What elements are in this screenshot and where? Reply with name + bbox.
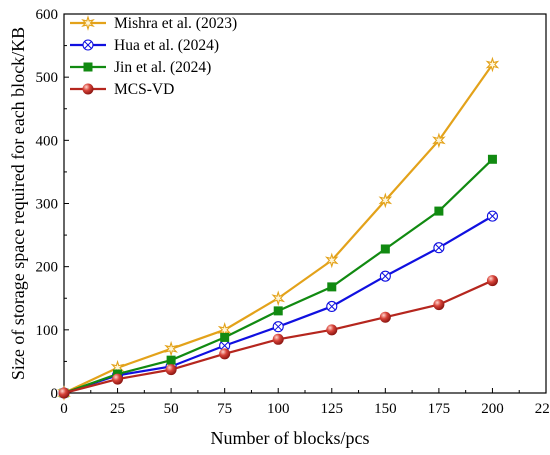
marker-cross — [220, 341, 229, 350]
marker-cross — [381, 272, 390, 280]
y-tick-label: 300 — [36, 197, 59, 213]
data-point — [164, 340, 178, 357]
y-tick-label: 500 — [36, 70, 59, 86]
data-point — [379, 311, 391, 323]
x-tick-label: 225 — [535, 401, 550, 417]
x-tick-label: 125 — [321, 401, 344, 417]
data-point — [112, 373, 124, 385]
x-tick-label: 175 — [428, 401, 451, 417]
legend-item: Jin et al. (2024) — [70, 59, 211, 76]
data-point — [272, 321, 284, 333]
data-point — [379, 270, 391, 282]
legend-marker — [81, 15, 95, 31]
data-point — [433, 299, 445, 311]
y-tick-label: 400 — [36, 133, 59, 149]
marker-cross — [327, 302, 336, 311]
x-axis-title: Number of blocks/pcs — [211, 428, 370, 448]
data-point — [378, 192, 393, 209]
data-point — [273, 306, 283, 316]
data-point — [324, 252, 339, 269]
legend-marker — [83, 62, 93, 72]
legend-marker — [82, 83, 94, 95]
data-point — [432, 132, 446, 149]
x-tick-label: 150 — [374, 401, 397, 417]
legend-label: Jin et al. (2024) — [114, 59, 211, 76]
data-point — [486, 275, 498, 287]
series-line — [63, 158, 494, 395]
x-tick-label: 75 — [217, 401, 232, 417]
series-mcs-vd — [58, 275, 498, 399]
data-point — [485, 56, 500, 73]
data-point — [380, 244, 390, 254]
marker-cross — [274, 322, 283, 331]
data-point — [327, 282, 337, 292]
marker-cross — [435, 243, 443, 252]
series-mishra-et-al-2023 — [57, 56, 500, 401]
data-point — [219, 340, 231, 352]
y-tick-label: 100 — [36, 323, 59, 339]
legend-marker — [82, 39, 94, 51]
legend-item: Hua et al. (2024) — [70, 37, 219, 54]
legend-label: Mishra et al. (2023) — [114, 15, 237, 32]
y-axis-title: Size of storage space required for each … — [8, 27, 28, 380]
data-point — [434, 206, 444, 216]
data-point — [487, 154, 497, 164]
y-tick-label: 600 — [36, 7, 59, 23]
x-tick-label: 200 — [481, 401, 504, 417]
x-tick-label: 25 — [110, 401, 125, 417]
data-point — [166, 355, 176, 365]
legend-item: MCS-VD — [70, 81, 174, 98]
x-tick-label: 0 — [60, 401, 68, 417]
data-point — [486, 210, 498, 222]
series-jin-et-al-2024 — [59, 154, 497, 398]
data-point — [272, 333, 284, 345]
y-tick-label: 0 — [51, 386, 59, 402]
data-point — [433, 242, 445, 254]
marker-cross — [488, 212, 497, 220]
data-point — [165, 364, 177, 376]
y-tick-label: 200 — [36, 260, 59, 276]
data-point — [326, 300, 338, 313]
data-point — [271, 290, 286, 307]
legend-label: MCS-VD — [114, 81, 174, 98]
legend: Mishra et al. (2023) Hua et al. (2024) Jin… — [70, 15, 237, 98]
legend-label: Hua et al. (2024) — [114, 37, 219, 54]
data-point — [58, 387, 70, 399]
data-point — [326, 324, 338, 336]
x-tick-label: 100 — [267, 401, 290, 417]
x-tick-label: 50 — [164, 401, 179, 417]
data-point — [220, 332, 230, 342]
data-point — [219, 348, 231, 360]
marker-cross — [84, 41, 92, 49]
legend-item: Mishra et al. (2023) — [70, 15, 237, 32]
